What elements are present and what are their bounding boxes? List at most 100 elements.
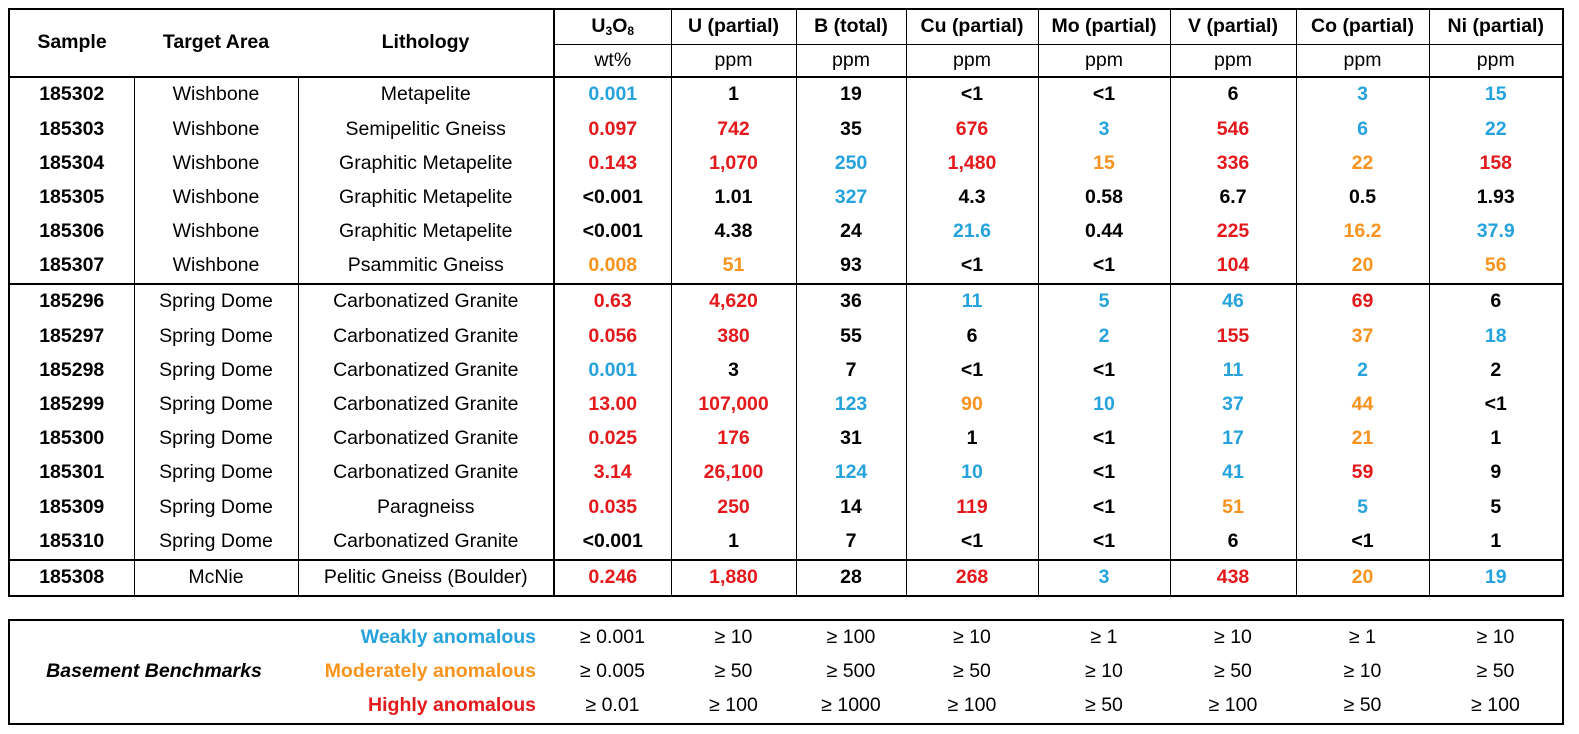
assay-value: <0.001 <box>553 180 671 215</box>
unit-cell: wt% <box>553 44 671 78</box>
target-area: Wishbone <box>133 248 298 285</box>
assay-value: 380 <box>670 319 796 354</box>
assay-value: 51 <box>1169 490 1296 525</box>
header-row: Sample Target Area Lithology U3O8 U (par… <box>8 8 1564 78</box>
benchmark-level-label: Highly anomalous <box>298 689 554 725</box>
assay-value: 28 <box>795 558 906 597</box>
sample-id: 185297 <box>8 319 134 354</box>
assay-value: 59 <box>1295 456 1429 491</box>
sample-id: 185303 <box>8 112 134 147</box>
assay-value: 327 <box>795 180 906 215</box>
assay-value: <0.001 <box>553 214 671 249</box>
unit-cell: ppm <box>670 44 796 78</box>
assay-value: 176 <box>670 421 796 457</box>
assay-value: 26,100 <box>670 456 796 491</box>
assay-value: 1,480 <box>905 146 1038 181</box>
lithology: Graphitic Metapelite <box>297 214 554 249</box>
table-row: 185305 Wishbone Graphitic Metapelite <0.001… <box>8 180 1564 215</box>
header-b-total: B (total) <box>795 8 906 45</box>
assay-value: <1 <box>1037 490 1170 525</box>
header-co-partial: Co (partial) <box>1295 8 1429 45</box>
assay-value: 124 <box>795 456 906 491</box>
lithology: Carbonatized Granite <box>297 524 554 560</box>
table-row: 185296 Spring Dome Carbonatized Granite 0.6… <box>8 283 1564 320</box>
sample-id: 185307 <box>8 248 134 285</box>
assay-value: 15 <box>1428 77 1564 113</box>
assay-value: 225 <box>1169 214 1296 249</box>
sample-id: 185309 <box>8 490 134 525</box>
benchmark-threshold: ≥ 100 <box>906 689 1038 725</box>
unit-cell: ppm <box>1295 44 1429 78</box>
sample-id: 185306 <box>8 214 134 249</box>
assay-value: 7 <box>795 353 906 388</box>
assay-value: 1 <box>905 421 1038 457</box>
assay-value: 158 <box>1428 146 1564 181</box>
assay-value: 268 <box>905 558 1038 597</box>
target-area: Spring Dome <box>133 353 298 388</box>
unit-cell: ppm <box>1037 44 1170 78</box>
assay-value: 41 <box>1169 456 1296 491</box>
assay-value: 0.143 <box>553 146 671 181</box>
assay-value: 107,000 <box>670 387 796 422</box>
benchmarks-table: Basement Benchmarks Weakly anomalous ≥ 0.0… <box>8 619 1564 725</box>
header-target-area: Target Area <box>134 8 298 78</box>
assay-value: 742 <box>670 112 796 147</box>
assay-value: 0.246 <box>553 558 671 597</box>
table-row: 185308 McNie Pelitic Gneiss (Boulder) 0.246… <box>8 558 1564 597</box>
sample-id: 185310 <box>8 524 134 560</box>
table-row: 185306 Wishbone Graphitic Metapelite <0.001… <box>8 214 1564 249</box>
target-area: Wishbone <box>133 180 298 215</box>
assay-value: <1 <box>1037 421 1170 457</box>
assay-value: 3 <box>670 353 796 388</box>
benchmark-threshold: ≥ 10 <box>1343 660 1382 683</box>
assay-value: 1 <box>1428 421 1564 457</box>
assay-value: <1 <box>1428 387 1564 422</box>
assay-value: 6 <box>1169 77 1296 113</box>
benchmark-threshold: ≥ 0.005 <box>580 660 645 683</box>
lithology: Graphitic Metapelite <box>297 180 554 215</box>
assay-value: 104 <box>1169 248 1296 285</box>
assay-value: 20 <box>1295 248 1429 285</box>
assay-value: 6 <box>1428 283 1564 320</box>
benchmark-threshold: ≥ 1 <box>1296 619 1429 655</box>
assay-value: 16.2 <box>1295 214 1429 249</box>
benchmark-threshold: ≥ 500 <box>826 660 876 683</box>
sample-id: 185300 <box>8 421 134 457</box>
assay-value: 3 <box>1037 558 1170 597</box>
assay-value: 6 <box>1169 524 1296 560</box>
assay-value: 5 <box>1295 490 1429 525</box>
benchmark-threshold: ≥ 100 <box>1170 689 1296 725</box>
header-mo-partial: Mo (partial) <box>1037 8 1170 45</box>
header-ni-partial: Ni (partial) <box>1428 8 1564 45</box>
assay-value: 0.58 <box>1037 180 1170 215</box>
assay-value: 37.9 <box>1428 214 1564 249</box>
sample-id: 185299 <box>8 387 134 422</box>
table-row: 185307 Wishbone Psammitic Gneiss 0.008 51 93 <… <box>8 248 1564 285</box>
assay-value: 1 <box>670 77 796 113</box>
assay-value: 4.38 <box>670 214 796 249</box>
assay-value: <1 <box>905 77 1038 113</box>
target-area: Spring Dome <box>133 319 298 354</box>
header-u3o8: U3O8 <box>553 8 671 45</box>
assay-value: 336 <box>1169 146 1296 181</box>
benchmark-threshold: ≥ 10 <box>1429 619 1564 655</box>
assay-value: 3 <box>1295 77 1429 113</box>
assay-value: 51 <box>670 248 796 285</box>
table-row: 185300 Spring Dome Carbonatized Granite 0.0… <box>8 421 1564 457</box>
target-area: Wishbone <box>133 214 298 249</box>
assay-value: 20 <box>1295 558 1429 597</box>
assay-value: 0.44 <box>1037 214 1170 249</box>
assay-value: 1 <box>1428 524 1564 560</box>
sample-id: 185304 <box>8 146 134 181</box>
lithology: Paragneiss <box>297 490 554 525</box>
assay-value: <1 <box>1037 524 1170 560</box>
target-area: McNie <box>133 558 298 597</box>
assay-value: 4.3 <box>905 180 1038 215</box>
lithology: Carbonatized Granite <box>297 387 554 422</box>
target-area: Spring Dome <box>133 387 298 422</box>
benchmark-threshold: ≥ 100 <box>1429 689 1564 725</box>
table-row: 185297 Spring Dome Carbonatized Granite 0.0… <box>8 319 1564 354</box>
assay-value: 13.00 <box>553 387 671 422</box>
sample-id: 185305 <box>8 180 134 215</box>
assay-value: 0.001 <box>553 353 671 388</box>
